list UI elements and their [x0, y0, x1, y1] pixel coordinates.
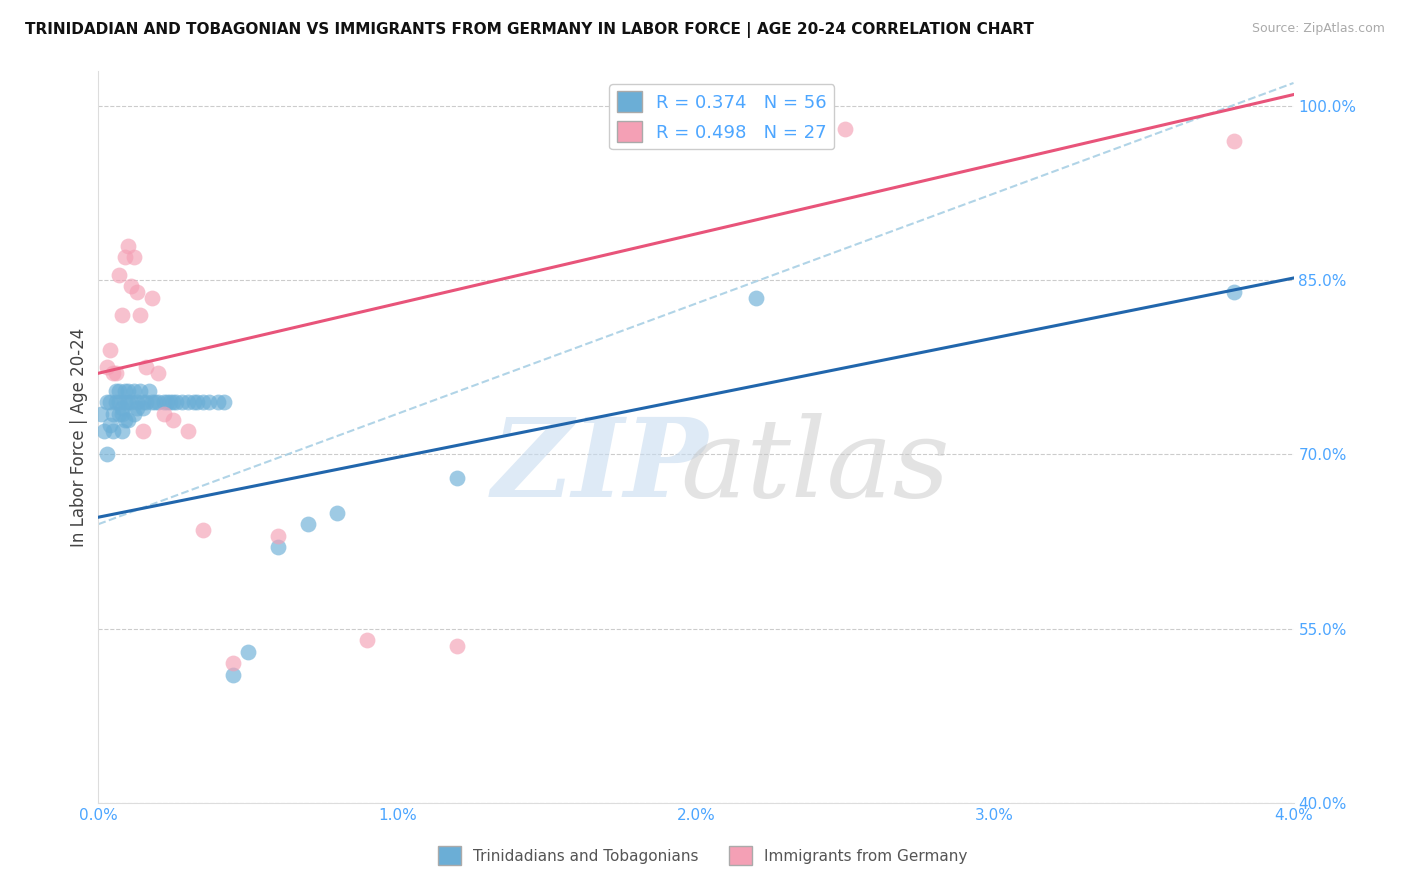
- Point: [141, 395, 163, 409]
- Point: [127, 395, 149, 409]
- Point: [105, 384, 128, 398]
- Point: [183, 395, 205, 409]
- Point: [165, 395, 187, 409]
- Point: [127, 401, 149, 415]
- Point: [207, 395, 229, 409]
- Point: [267, 529, 290, 543]
- Point: [172, 395, 194, 409]
- Text: atlas: atlas: [681, 413, 950, 520]
- Point: [129, 308, 152, 322]
- Legend: R = 0.374   N = 56, R = 0.498   N = 27: R = 0.374 N = 56, R = 0.498 N = 27: [609, 84, 834, 149]
- Point: [93, 424, 115, 438]
- Point: [96, 395, 118, 409]
- Point: [267, 541, 290, 555]
- Point: [129, 384, 152, 398]
- Point: [103, 424, 125, 438]
- Point: [153, 395, 176, 409]
- Point: [222, 657, 245, 671]
- Point: [138, 384, 160, 398]
- Point: [148, 395, 170, 409]
- Point: [108, 395, 131, 409]
- Text: ZIP: ZIP: [492, 413, 709, 520]
- Point: [124, 384, 146, 398]
- Point: [186, 395, 208, 409]
- Point: [159, 395, 181, 409]
- Point: [1223, 134, 1246, 148]
- Point: [98, 395, 122, 409]
- Point: [1223, 285, 1246, 299]
- Point: [90, 407, 112, 421]
- Legend: Trinidadians and Tobagonians, Immigrants from Germany: Trinidadians and Tobagonians, Immigrants…: [432, 840, 974, 871]
- Point: [108, 384, 131, 398]
- Point: [191, 395, 214, 409]
- Point: [198, 395, 221, 409]
- Point: [114, 250, 136, 264]
- Point: [117, 395, 139, 409]
- Point: [96, 448, 118, 462]
- Point: [124, 250, 146, 264]
- Point: [162, 412, 184, 426]
- Point: [98, 418, 122, 433]
- Point: [212, 395, 235, 409]
- Point: [834, 122, 856, 136]
- Point: [103, 407, 125, 421]
- Point: [96, 360, 118, 375]
- Point: [103, 366, 125, 380]
- Point: [177, 395, 200, 409]
- Point: [117, 238, 139, 252]
- Point: [162, 395, 184, 409]
- Point: [446, 471, 468, 485]
- Point: [114, 395, 136, 409]
- Point: [120, 395, 142, 409]
- Point: [141, 291, 163, 305]
- Point: [745, 291, 768, 305]
- Point: [108, 407, 131, 421]
- Point: [114, 384, 136, 398]
- Point: [105, 366, 128, 380]
- Point: [326, 506, 349, 520]
- Point: [177, 424, 200, 438]
- Point: [132, 395, 155, 409]
- Point: [124, 407, 146, 421]
- Point: [135, 395, 157, 409]
- Text: TRINIDADIAN AND TOBAGONIAN VS IMMIGRANTS FROM GERMANY IN LABOR FORCE | AGE 20-24: TRINIDADIAN AND TOBAGONIAN VS IMMIGRANTS…: [25, 22, 1035, 38]
- Point: [111, 424, 134, 438]
- Point: [111, 308, 134, 322]
- Text: Source: ZipAtlas.com: Source: ZipAtlas.com: [1251, 22, 1385, 36]
- Point: [156, 395, 179, 409]
- Point: [626, 122, 648, 136]
- Point: [111, 407, 134, 421]
- Point: [143, 395, 166, 409]
- Y-axis label: In Labor Force | Age 20-24: In Labor Force | Age 20-24: [70, 327, 89, 547]
- Point: [105, 395, 128, 409]
- Point: [132, 401, 155, 415]
- Point: [117, 412, 139, 426]
- Point: [356, 633, 378, 648]
- Point: [114, 412, 136, 426]
- Point: [297, 517, 319, 532]
- Point: [153, 407, 176, 421]
- Point: [148, 366, 170, 380]
- Point: [98, 343, 122, 357]
- Point: [135, 360, 157, 375]
- Point: [132, 424, 155, 438]
- Point: [446, 639, 468, 653]
- Point: [236, 645, 259, 659]
- Point: [127, 285, 149, 299]
- Point: [108, 268, 131, 282]
- Point: [117, 384, 139, 398]
- Point: [120, 279, 142, 293]
- Point: [191, 523, 214, 537]
- Point: [111, 401, 134, 415]
- Point: [222, 668, 245, 682]
